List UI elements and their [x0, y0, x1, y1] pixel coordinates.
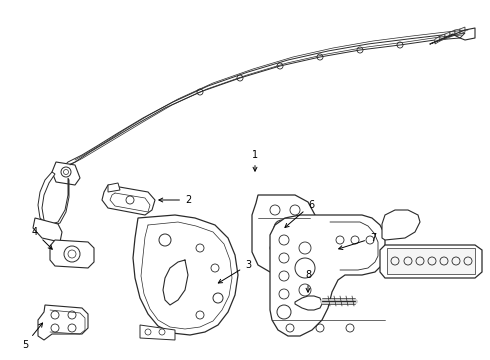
Polygon shape — [38, 172, 69, 226]
Text: 5: 5 — [22, 323, 43, 350]
Polygon shape — [382, 210, 420, 240]
Text: 6: 6 — [285, 200, 314, 228]
Polygon shape — [102, 185, 155, 215]
Polygon shape — [270, 215, 385, 336]
Text: 7: 7 — [339, 233, 376, 249]
Polygon shape — [450, 30, 455, 37]
Polygon shape — [50, 240, 94, 268]
Text: 8: 8 — [305, 270, 311, 292]
Text: 2: 2 — [159, 195, 191, 205]
Polygon shape — [455, 29, 460, 35]
Polygon shape — [380, 245, 482, 278]
Polygon shape — [140, 325, 175, 340]
Polygon shape — [33, 218, 62, 242]
Polygon shape — [460, 27, 465, 34]
Polygon shape — [62, 33, 465, 168]
Text: 3: 3 — [219, 260, 251, 283]
Polygon shape — [133, 215, 238, 335]
Text: 4: 4 — [32, 227, 52, 249]
Polygon shape — [295, 296, 322, 310]
Text: 1: 1 — [252, 150, 258, 171]
Polygon shape — [52, 162, 80, 185]
Polygon shape — [108, 183, 120, 192]
Polygon shape — [440, 34, 445, 41]
Bar — [387, 248, 475, 274]
Polygon shape — [38, 305, 88, 340]
Polygon shape — [445, 32, 450, 39]
Polygon shape — [435, 36, 440, 44]
Polygon shape — [252, 195, 315, 272]
